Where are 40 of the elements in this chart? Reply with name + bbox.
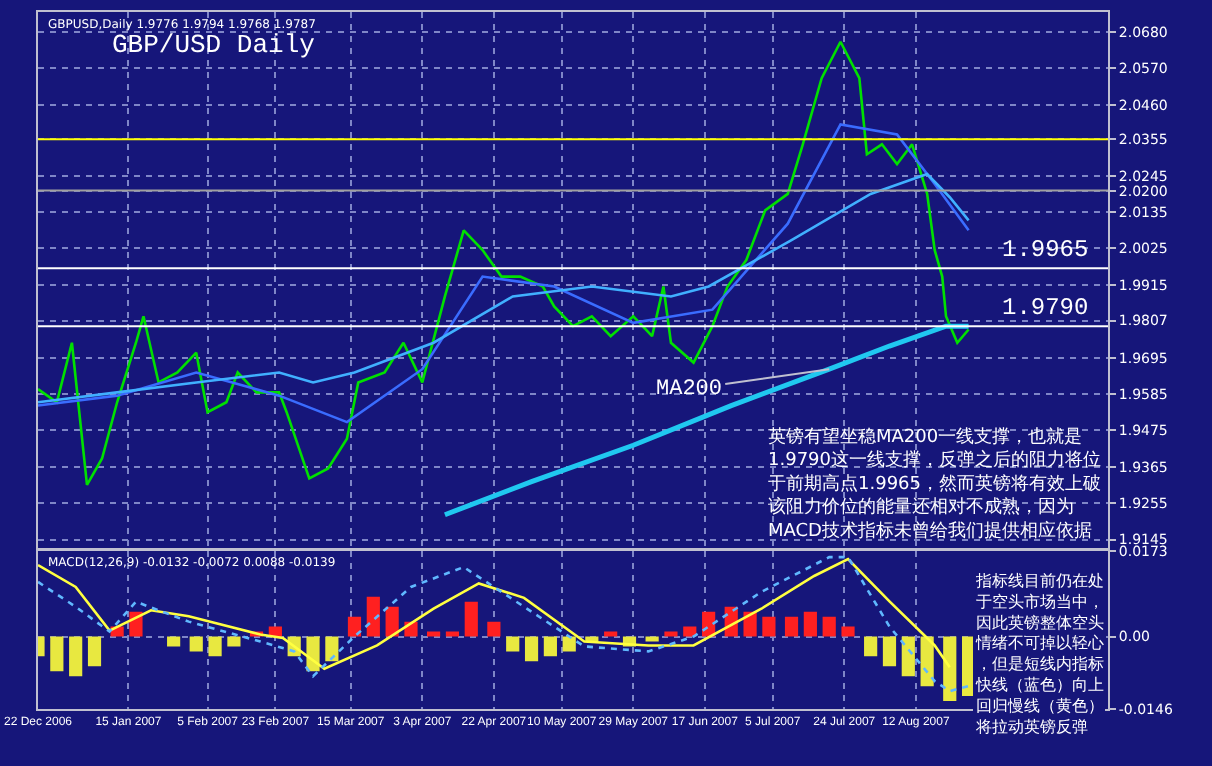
bar <box>325 636 339 662</box>
bar <box>604 631 618 637</box>
bar <box>784 616 799 637</box>
bar <box>943 636 957 702</box>
line-series <box>38 557 952 671</box>
annotation: 英镑有望坐稳MA200一线支撑，也就是1.9790这一线支撑，反弹之后的阻力将位于前期高点1.9965，然而英镑将有效上破该阻力价位的能量还相对不成熟，因为MACD技术指标未曾给我们提供相应依据 <box>768 426 1101 542</box>
bar <box>189 636 203 652</box>
bar <box>445 631 460 637</box>
bar <box>347 616 362 637</box>
line-series <box>38 172 970 404</box>
bar <box>50 636 64 672</box>
ref-line-label: 1.9965 <box>1002 236 1089 264</box>
bar <box>385 606 399 637</box>
bar <box>427 631 441 637</box>
bar <box>822 616 836 637</box>
bar <box>841 626 855 637</box>
annotation: MA200 <box>656 378 723 402</box>
bar <box>664 631 678 637</box>
line-series <box>38 123 970 424</box>
annotation: 指标线目前仍在处于空头市场当中，因此英镑整体空头情绪不可掉以轻心，但是短线内指标快线（蓝色）向上回归慢线（黄色）将拉动英镑反弹 <box>974 572 1104 736</box>
text: GBP/USD Daily <box>112 30 316 60</box>
bar <box>901 636 915 677</box>
bar <box>543 636 557 657</box>
bar <box>464 601 478 637</box>
bar <box>506 636 520 652</box>
bar <box>882 636 897 667</box>
bar <box>208 636 222 657</box>
bar <box>524 636 539 662</box>
bar <box>366 596 380 637</box>
bar <box>487 621 501 637</box>
bar <box>683 626 697 637</box>
line-series <box>38 555 970 693</box>
bar <box>762 616 776 637</box>
bar <box>227 636 241 647</box>
bar <box>864 636 878 657</box>
bar <box>803 611 817 637</box>
bar <box>87 636 102 667</box>
bar <box>69 636 83 677</box>
bar <box>562 636 576 652</box>
ref-line-label: 1.9790 <box>1002 294 1089 322</box>
